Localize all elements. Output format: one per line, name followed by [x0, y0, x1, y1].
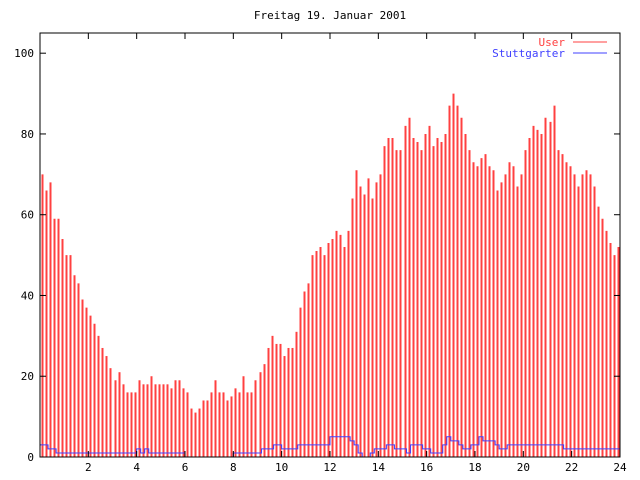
x-tick-label: 2 — [85, 461, 92, 474]
y-tick-label: 0 — [27, 451, 34, 464]
x-tick-label: 16 — [420, 461, 433, 474]
legend-label-stuttgarter: Stuttgarter — [492, 47, 565, 60]
stuttgarter-steps — [40, 436, 620, 458]
x-tick-label: 12 — [323, 461, 336, 474]
stuttgarter-line — [40, 436, 620, 458]
x-tick-label: 24 — [613, 461, 627, 474]
legend: User Stuttgarter — [492, 36, 607, 60]
x-tick-label: 6 — [182, 461, 189, 474]
y-tick-label: 40 — [21, 289, 34, 302]
x-tick-label: 8 — [230, 461, 237, 474]
chart-title: Freitag 19. Januar 2001 — [254, 9, 406, 22]
x-tick-label: 14 — [372, 461, 386, 474]
x-tick-label: 22 — [565, 461, 578, 474]
y-tick-label: 80 — [21, 128, 34, 141]
y-tick-label: 100 — [14, 47, 34, 60]
y-tick-label: 60 — [21, 209, 34, 222]
x-tick-label: 20 — [517, 461, 530, 474]
x-tick-label: 18 — [468, 461, 481, 474]
legend-label-user: User — [539, 36, 566, 49]
x-tick-label: 10 — [275, 461, 288, 474]
y-tick-label: 20 — [21, 370, 34, 383]
x-tick-label: 4 — [133, 461, 140, 474]
user-impulses — [41, 93, 620, 457]
